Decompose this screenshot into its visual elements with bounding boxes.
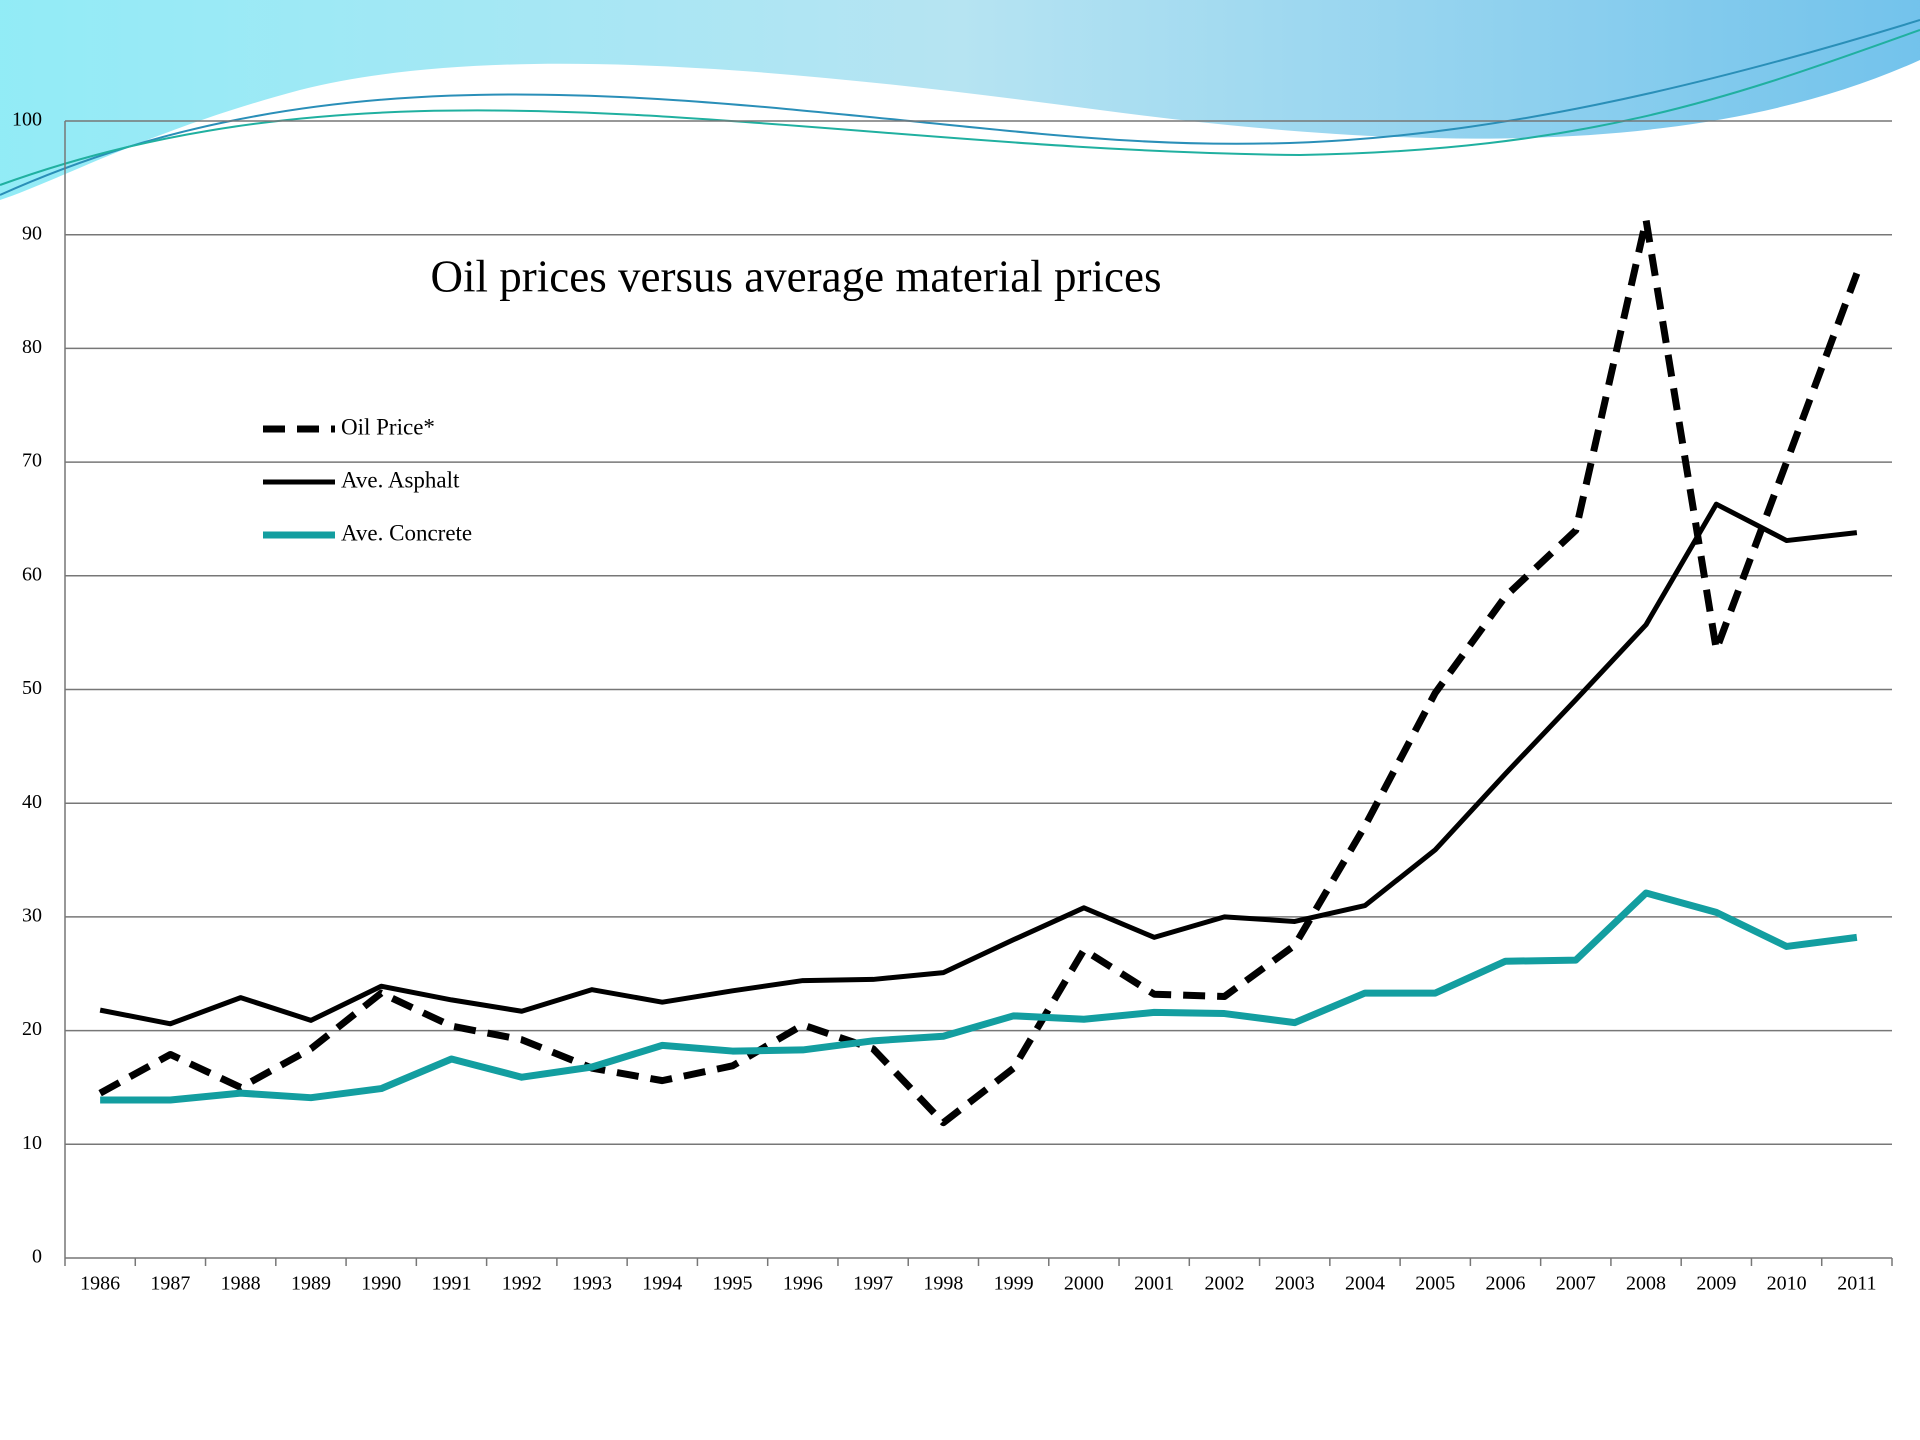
x-tick-label: 1989 (291, 1273, 331, 1295)
x-tick-label: 1998 (923, 1273, 963, 1295)
y-tick-label: 30 (22, 904, 42, 926)
x-tick-label: 2008 (1626, 1273, 1666, 1295)
y-tick-label: 100 (12, 109, 42, 131)
x-tick-label: 1987 (150, 1273, 190, 1295)
x-tick-label: 2002 (1204, 1273, 1244, 1295)
x-tick-label: 2007 (1556, 1273, 1596, 1295)
series-line (100, 889, 1858, 1104)
y-tick-label: 10 (22, 1132, 42, 1154)
y-tick-label: 40 (22, 791, 42, 813)
y-tick-label: 50 (22, 677, 42, 699)
legend-label: Ave. Concrete (341, 520, 472, 545)
x-tick-label: 2009 (1696, 1273, 1736, 1295)
x-tick-label: 1990 (361, 1273, 401, 1295)
x-tick-label: 1999 (994, 1273, 1034, 1295)
decoration (0, 0, 1920, 200)
x-tick-label: 1992 (502, 1273, 542, 1295)
x-tick-label: 1991 (431, 1273, 471, 1295)
x-tick-label: 1993 (572, 1273, 612, 1295)
legend-label: Ave. Asphalt (341, 467, 460, 492)
x-tick-label: 1986 (80, 1273, 120, 1295)
x-tick-label: 1997 (853, 1273, 893, 1295)
y-tick-label: 90 (22, 222, 42, 244)
x-tick-label: 1995 (713, 1273, 753, 1295)
chart-title: Oil prices versus average material price… (431, 251, 1162, 301)
x-tick-label: 2011 (1837, 1273, 1876, 1295)
y-tick-label: 70 (22, 450, 42, 472)
x-tick-label: 2010 (1767, 1273, 1807, 1295)
x-tick-label: 2005 (1415, 1273, 1455, 1295)
series-line (98, 216, 1861, 1127)
legend-label: Oil Price* (341, 414, 435, 439)
y-tick-label: 0 (32, 1246, 42, 1268)
x-tick-label: 1994 (642, 1273, 682, 1295)
x-tick-label: 1996 (783, 1273, 823, 1295)
x-tick-label: 2003 (1275, 1273, 1315, 1295)
x-tick-label: 1988 (221, 1273, 261, 1295)
y-tick-label: 60 (22, 563, 42, 585)
x-tick-label: 2001 (1134, 1273, 1174, 1295)
y-tick-label: 80 (22, 336, 42, 358)
series-line (99, 501, 1858, 1027)
y-tick-label: 20 (22, 1018, 42, 1040)
x-tick-label: 2000 (1064, 1273, 1104, 1295)
x-tick-label: 2004 (1345, 1273, 1385, 1295)
x-tick-label: 2006 (1486, 1273, 1526, 1295)
